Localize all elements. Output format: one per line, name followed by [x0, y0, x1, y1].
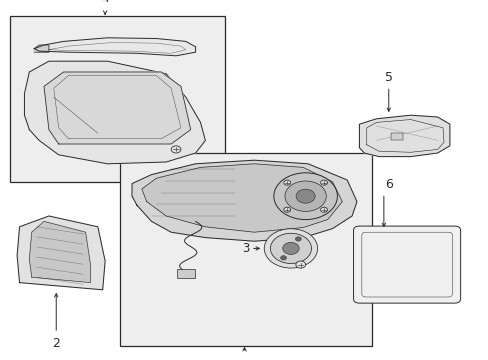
Text: 6: 6: [384, 178, 392, 191]
Polygon shape: [24, 61, 205, 164]
Bar: [10, 16, 224, 182]
Circle shape: [264, 229, 317, 268]
Bar: [120, 153, 371, 346]
Polygon shape: [142, 164, 342, 232]
Circle shape: [320, 207, 327, 212]
Circle shape: [285, 181, 325, 211]
Circle shape: [283, 180, 290, 185]
Polygon shape: [44, 72, 190, 144]
Polygon shape: [34, 45, 49, 52]
Circle shape: [320, 180, 327, 185]
Circle shape: [295, 261, 305, 268]
Circle shape: [171, 146, 181, 153]
Text: 5: 5: [384, 71, 392, 84]
Circle shape: [280, 256, 286, 260]
Text: 3: 3: [242, 242, 249, 255]
Circle shape: [273, 173, 337, 220]
Circle shape: [283, 207, 290, 212]
Text: 4: 4: [101, 0, 109, 5]
Circle shape: [295, 189, 314, 203]
Polygon shape: [132, 160, 356, 241]
Circle shape: [270, 233, 311, 264]
Bar: [177, 269, 194, 278]
Polygon shape: [17, 216, 105, 290]
FancyBboxPatch shape: [353, 226, 460, 303]
Polygon shape: [29, 221, 90, 283]
Polygon shape: [359, 115, 449, 157]
Text: 1: 1: [240, 359, 248, 360]
Text: 2: 2: [52, 337, 60, 350]
Polygon shape: [34, 38, 195, 56]
Circle shape: [295, 237, 301, 241]
Bar: [390, 133, 403, 140]
Circle shape: [282, 242, 299, 255]
